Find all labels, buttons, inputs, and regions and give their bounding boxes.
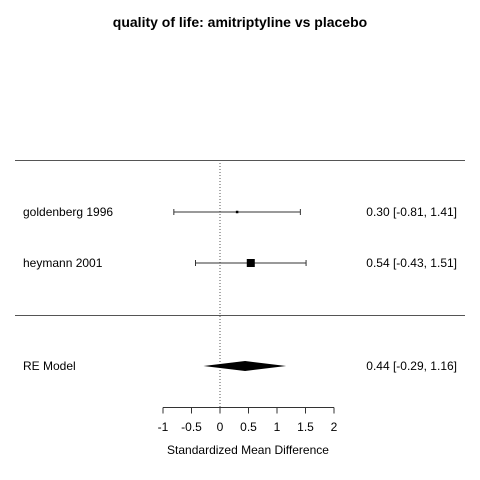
- x-tick-label: 2: [331, 420, 338, 434]
- summary-diamond: [203, 361, 287, 371]
- point-estimate: [235, 210, 239, 214]
- point-estimate: [246, 259, 255, 267]
- x-tick-label: 0: [217, 420, 224, 434]
- estimate-text: 0.54 [-0.43, 1.51]: [366, 256, 457, 270]
- study-label: goldenberg 1996: [23, 205, 113, 219]
- x-tick-label: 0.5: [240, 420, 257, 434]
- x-axis-label: Standardized Mean Difference: [167, 443, 329, 457]
- x-tick-label: -1: [158, 420, 169, 434]
- chart-title: quality of life: amitriptyline vs placeb…: [113, 14, 367, 30]
- summary-estimate-text: 0.44 [-0.29, 1.16]: [366, 359, 457, 373]
- x-tick-label: 1.5: [297, 420, 314, 434]
- study-label: heymann 2001: [23, 256, 103, 270]
- x-tick-label: -0.5: [181, 420, 202, 434]
- summary-label: RE Model: [23, 359, 76, 373]
- summary-row: RE Model 0.44 [-0.29, 1.16]: [23, 359, 457, 373]
- study-rows: goldenberg 1996 0.30 [-0.81, 1.41] heymann…: [23, 205, 457, 270]
- x-axis: -1 -0.5 0 0.5 1 1.5 2: [158, 407, 338, 434]
- study-row: goldenberg 1996 0.30 [-0.81, 1.41]: [23, 205, 457, 219]
- study-row: heymann 2001 0.54 [-0.43, 1.51]: [23, 256, 457, 270]
- x-tick-label: 1: [274, 420, 281, 434]
- estimate-text: 0.30 [-0.81, 1.41]: [366, 205, 457, 219]
